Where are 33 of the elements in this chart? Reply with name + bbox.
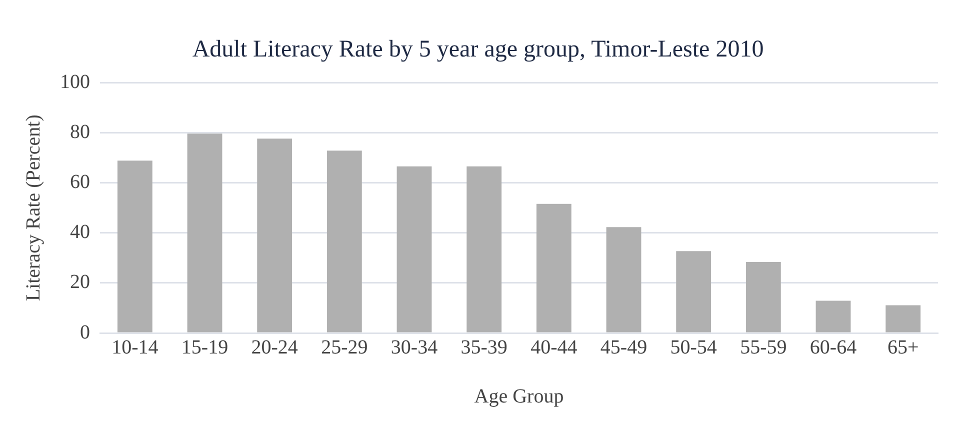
x-tick-label: 30-34 <box>390 336 438 358</box>
x-tick-label: 10-14 <box>112 336 158 358</box>
x-tick-label: 50-54 <box>670 336 717 358</box>
y-tick-label: 80 <box>70 121 90 144</box>
x-tick-label: 55-59 <box>740 336 787 358</box>
x-axis-title: Age Group <box>474 385 564 408</box>
bar <box>396 166 432 332</box>
bar <box>886 305 921 332</box>
bar <box>117 160 152 332</box>
y-tick-label: 20 <box>70 271 90 294</box>
x-tick-label: 45-49 <box>600 336 648 358</box>
x-tick-label: 65+ <box>887 336 919 358</box>
y-tick-label: 60 <box>70 171 90 194</box>
bar <box>816 300 851 332</box>
x-tick-label: 25-29 <box>321 336 368 358</box>
chart-title: Adult Literacy Rate by 5 year age group, Timor-Leste 2010 <box>192 36 764 63</box>
bar <box>606 227 642 332</box>
bar <box>746 262 781 332</box>
x-tick-label: 35-39 <box>460 336 508 358</box>
bar <box>466 166 502 332</box>
x-tick-label: 20-24 <box>251 336 298 358</box>
bar <box>257 138 292 332</box>
y-axis-title: Literacy Rate (Percent) <box>22 114 44 302</box>
x-tick-label: 60-64 <box>810 336 857 358</box>
bar <box>326 150 362 332</box>
x-tick-label: 15-19 <box>181 336 228 358</box>
y-tick-label: 100 <box>60 71 90 94</box>
y-tick-label: 0 <box>80 321 90 344</box>
bar <box>676 251 712 332</box>
bar <box>536 204 572 332</box>
x-tick-label: 40-44 <box>530 336 578 358</box>
bar <box>187 134 222 332</box>
y-tick-label: 40 <box>70 221 90 244</box>
